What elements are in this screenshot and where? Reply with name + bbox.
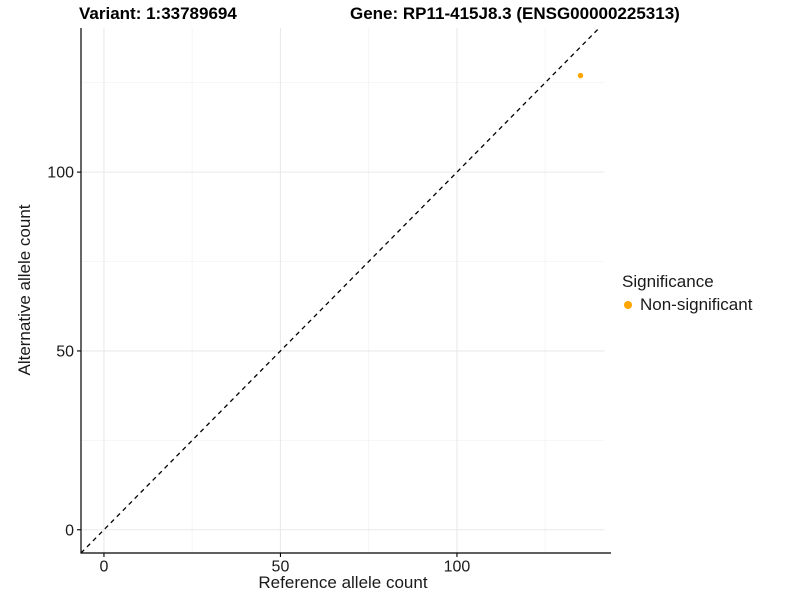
svg-text:100: 100 <box>47 165 74 182</box>
tick-labels: 0 50 100 0 50 100 <box>47 165 470 576</box>
variant-title: Variant: 1:33789694 <box>79 4 237 23</box>
svg-text:50: 50 <box>56 343 74 360</box>
axis-lines <box>80 28 611 554</box>
legend: Significance Non-significant <box>622 272 752 315</box>
grid-minor-lines <box>81 28 605 553</box>
identity-reference-line <box>80 27 600 554</box>
legend-point-icon <box>624 301 632 309</box>
tick-marks <box>77 171 458 557</box>
svg-text:100: 100 <box>444 559 471 576</box>
svg-text:0: 0 <box>65 522 74 539</box>
legend-title: Significance <box>622 272 714 291</box>
legend-item-non-significant: Non-significant <box>622 295 752 315</box>
legend-item-label: Non-significant <box>640 295 753 314</box>
y-axis-title: Alternative allele count <box>15 204 34 376</box>
grid-major-lines <box>81 28 605 553</box>
gene-title: Gene: RP11-415J8.3 (ENSG00000225313) <box>350 4 680 23</box>
data-points <box>577 72 584 79</box>
svg-text:0: 0 <box>99 559 108 576</box>
x-axis-title: Reference allele count <box>258 573 428 592</box>
svg-text:50: 50 <box>272 559 290 576</box>
